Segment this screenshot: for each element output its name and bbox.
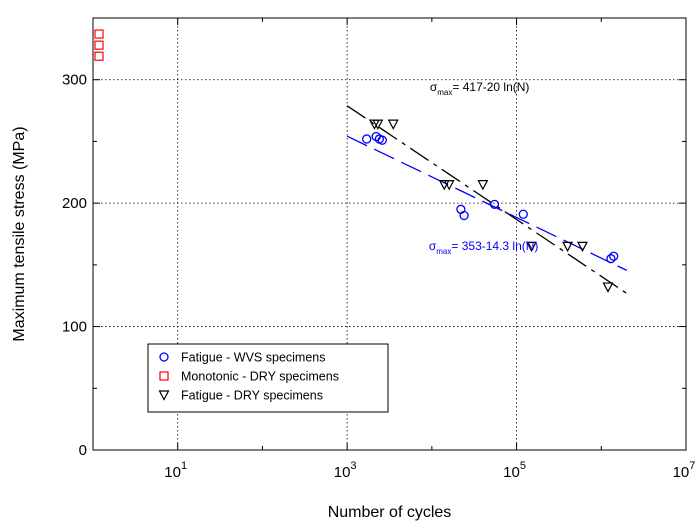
data-point [387, 119, 399, 130]
data-point [362, 134, 372, 144]
data-point [525, 241, 537, 253]
data-point [94, 29, 104, 39]
axis-ticks: 0 100 200 300 101 103 105 107 [62, 18, 695, 481]
y-tick-label: 0 [79, 442, 87, 459]
y-tick-label: 300 [62, 72, 87, 89]
y-tick-label: 200 [62, 195, 87, 212]
data-point [518, 209, 528, 219]
legend-marker [159, 352, 169, 362]
x-tick-label: 103 [334, 460, 357, 481]
fit-line [346, 135, 628, 271]
legend-marker [159, 371, 169, 381]
data-point [602, 282, 614, 293]
data-point [443, 180, 455, 191]
x-tick-label: 101 [164, 460, 187, 481]
legend-label: Monotonic - DRY specimens [181, 370, 339, 384]
data-point [94, 51, 104, 61]
legend-marker [158, 390, 170, 401]
x-tick-label: 105 [503, 460, 526, 481]
fit-equation: σmax= 353-14.3 ln(N) [429, 239, 539, 256]
data-point [94, 40, 104, 50]
legend-label: Fatigue - DRY specimens [181, 389, 323, 403]
data-point [576, 241, 588, 253]
data-point [606, 254, 616, 264]
data-point [477, 180, 489, 191]
legend-label: Fatigue - WVS specimens [181, 351, 326, 365]
data-point [372, 119, 384, 130]
data-point [562, 241, 574, 253]
fit-line [346, 105, 628, 294]
y-tick-label: 100 [62, 319, 87, 336]
equation-annotations: σmax= 417-20 ln(N) σmax= 353-14.3 ln(N) [429, 80, 539, 256]
data-point [377, 135, 387, 145]
data-point [609, 251, 619, 261]
fit-equation: σmax= 417-20 ln(N) [430, 80, 530, 97]
y-axis-title: Maximum tensile stress (MPa) [11, 126, 28, 341]
legend-box [147, 343, 389, 413]
x-axis-title: Number of cycles [328, 504, 452, 521]
fit-lines [346, 105, 628, 294]
data-point [459, 210, 469, 221]
plot-frame [92, 17, 687, 451]
legend: Fatigue - WVS specimens Monotonic - DRY s… [147, 343, 389, 413]
data-points [94, 29, 619, 293]
data-point [489, 199, 500, 210]
x-tick-label: 107 [673, 460, 696, 481]
